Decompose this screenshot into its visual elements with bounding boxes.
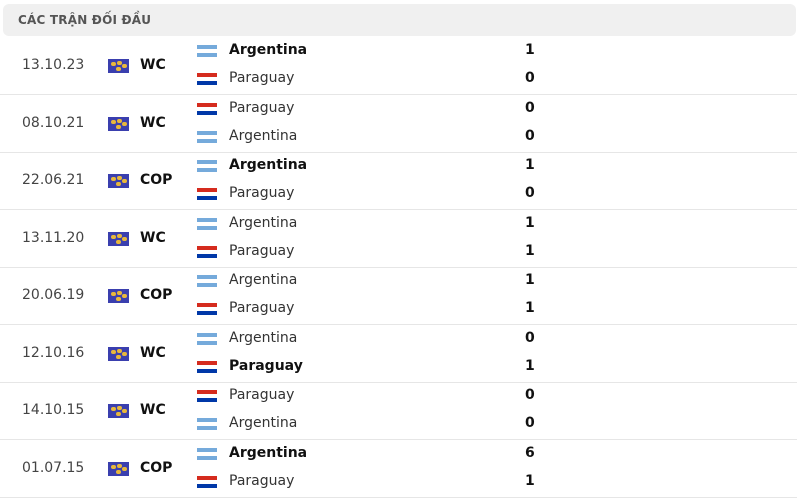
paraguay-flag-icon [197,303,217,315]
paraguay-flag-icon [197,188,217,200]
team-name: Paraguay [229,70,295,86]
argentina-flag-icon [197,217,217,230]
argentina-flag-icon [197,447,217,460]
match-date: 01.07.15 [22,459,85,476]
competition-label: WC [140,57,166,73]
match-row[interactable]: 13.11.20 WC Argentina 1 Paraguay 1 [0,210,797,268]
score-home: 1 [525,42,535,58]
match-date: 13.10.23 [22,57,85,73]
competition-world-icon [108,174,129,188]
section-title: CÁC TRẬN ĐỐI ĐẦU [18,13,152,27]
competition-world-icon [108,116,129,131]
score-away: 0 [525,127,535,144]
paraguay-flag-icon [197,390,217,402]
match-date: 14.10.15 [22,402,85,418]
score-home: 1 [525,272,535,288]
argentina-flag-icon [197,275,217,287]
competition-label: WC [140,402,166,418]
score-home: 0 [525,329,535,346]
team-name: Paraguay [229,357,303,374]
match-date: 13.11.20 [22,229,85,246]
score-home: 0 [525,387,535,403]
team-name: Argentina [229,415,298,431]
score-home: 0 [525,99,535,116]
score-away: 1 [525,300,535,316]
score-home: 6 [525,444,535,461]
score-away: 1 [525,242,535,259]
paraguay-flag-icon [197,475,217,488]
competition-world-icon [108,404,129,418]
score-away: 1 [525,472,535,489]
team-name: Paraguay [229,300,295,316]
score-home: 1 [525,214,535,231]
argentina-flag-icon [197,45,217,57]
match-date: 12.10.16 [22,344,85,361]
paraguay-flag-icon [197,245,217,258]
team-name: Paraguay [229,387,295,403]
team-name: Paraguay [229,99,295,116]
score-away: 1 [525,357,535,374]
score-home: 1 [525,157,535,173]
score-away: 0 [525,185,535,201]
competition-world-icon [108,346,129,361]
team-name: Argentina [229,214,298,231]
argentina-flag-icon [197,160,217,172]
match-row[interactable]: 22.06.21 COP Argentina 1 Paraguay 0 [0,152,797,210]
match-row[interactable]: 12.10.16 WC Argentina 0 Paraguay 1 [0,325,797,383]
match-row[interactable]: 20.06.19 COP Argentina 1 Paraguay 1 [0,267,797,325]
team-name: Argentina [229,444,308,461]
match-row[interactable]: 01.07.15 COP Argentina 6 Paraguay 1 [0,440,797,498]
team-name: Argentina [229,127,298,144]
competition-label: COP [140,287,173,303]
paraguay-flag-icon [197,73,217,85]
competition-world-icon [108,461,129,476]
match-row[interactable]: 13.10.23 WC Argentina 1 Paraguay 0 [0,37,797,95]
argentina-flag-icon [197,130,217,143]
competition-label: WC [140,229,166,246]
competition-label: COP [140,172,173,188]
team-name: Paraguay [229,472,295,489]
competition-label: WC [140,114,166,131]
score-away: 0 [525,415,535,431]
score-away: 0 [525,70,535,86]
match-date: 08.10.21 [22,114,85,131]
argentina-flag-icon [197,418,217,430]
argentina-flag-icon [197,332,217,345]
competition-world-icon [108,289,129,303]
competition-world-icon [108,231,129,246]
team-name: Paraguay [229,185,295,201]
match-date: 22.06.21 [22,172,85,188]
paraguay-flag-icon [197,360,217,373]
match-row[interactable]: 14.10.15 WC Paraguay 0 Argentina 0 [0,382,797,440]
team-name: Argentina [229,157,308,173]
section-header: CÁC TRẬN ĐỐI ĐẦU [3,4,796,36]
team-name: Argentina [229,42,308,58]
competition-label: COP [140,459,173,476]
paraguay-flag-icon [197,102,217,115]
team-name: Argentina [229,329,298,346]
competition-label: WC [140,344,166,361]
team-name: Argentina [229,272,298,288]
match-row[interactable]: 08.10.21 WC Paraguay 0 Argentina 0 [0,95,797,153]
team-name: Paraguay [229,242,295,259]
competition-world-icon [108,59,129,73]
match-date: 20.06.19 [22,287,85,303]
